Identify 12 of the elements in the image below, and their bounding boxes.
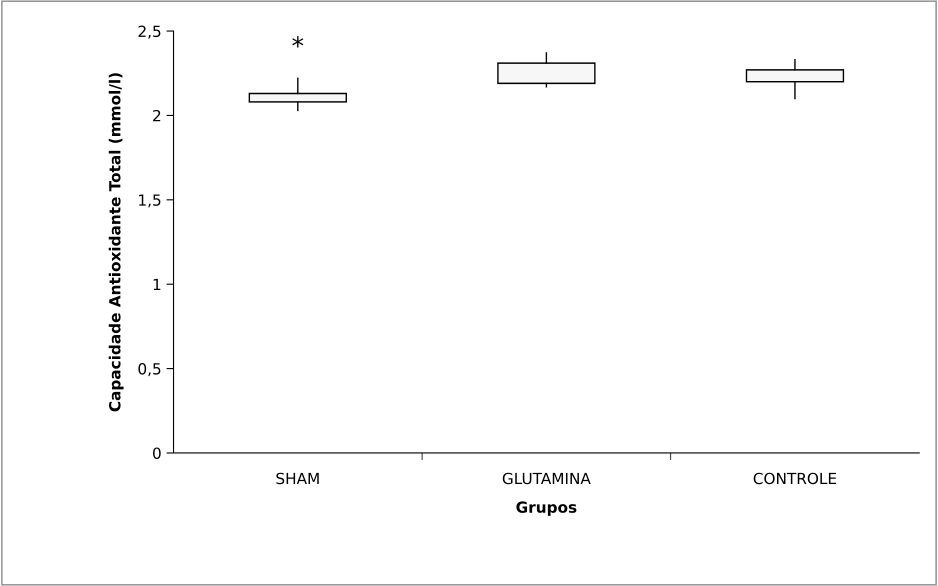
annotation: * xyxy=(292,36,304,48)
y-tick-label: 0 xyxy=(153,447,161,459)
y-tick-label: 2,5 xyxy=(138,26,160,39)
y-tick-label: 1 xyxy=(154,278,160,290)
y-axis-title: Capacidade Antioxidante Total (mmol/l) xyxy=(108,73,124,412)
y-tick-label: 0,5 xyxy=(138,363,160,376)
x-axis-title: Grupos xyxy=(516,501,576,516)
y-tick-label: 2 xyxy=(153,110,160,122)
x-tick-label: CONTROLE xyxy=(754,472,836,484)
x-tick-label: GLUTAMINA xyxy=(502,472,591,484)
y-tick-label: 1,5 xyxy=(139,194,160,208)
x-tick-label: SHAM xyxy=(276,472,319,484)
